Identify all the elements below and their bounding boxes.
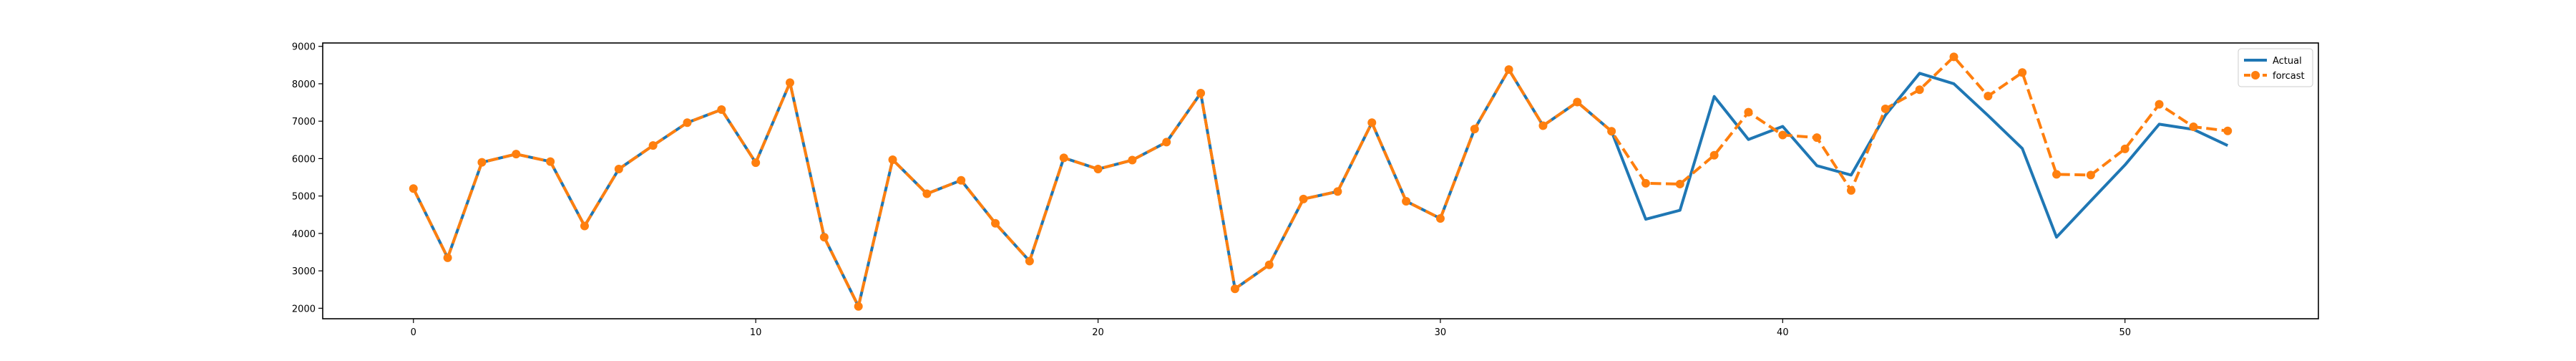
data-point-forcast <box>1847 186 1856 195</box>
x-tick-label: 30 <box>1435 327 1447 338</box>
legend-label-forcast: forcast <box>2273 71 2305 82</box>
data-point-forcast <box>546 157 555 166</box>
x-tick-label: 10 <box>750 327 762 338</box>
data-point-forcast <box>1573 97 1582 107</box>
data-point-forcast <box>1402 196 1411 206</box>
y-tick-label: 6000 <box>292 154 316 165</box>
data-point-forcast <box>888 155 897 164</box>
data-point-forcast <box>512 150 521 159</box>
data-point-forcast <box>1093 165 1103 174</box>
data-point-forcast <box>443 253 452 262</box>
data-point-forcast <box>1196 89 1206 97</box>
data-point-forcast <box>1744 107 1753 117</box>
data-point-forcast <box>751 158 761 168</box>
y-tick-label: 3000 <box>292 266 316 277</box>
data-point-forcast <box>2120 144 2129 153</box>
y-axis: 2000 3000 4000 5000 6000 7000 8000 9000 <box>292 42 323 314</box>
data-point-forcast <box>1813 133 1822 143</box>
data-point-forcast <box>1949 52 1958 62</box>
data-point-forcast <box>1128 155 1137 165</box>
data-point-forcast <box>2086 170 2095 180</box>
x-tick-label: 40 <box>1777 327 1789 338</box>
data-point-forcast <box>957 175 966 185</box>
y-tick-label: 9000 <box>292 42 316 53</box>
data-point-forcast <box>854 302 863 311</box>
data-point-forcast <box>2189 122 2198 132</box>
plot-area <box>322 42 2319 319</box>
data-point-forcast <box>1641 178 1650 188</box>
data-point-forcast <box>1538 121 1548 130</box>
x-tick-label: 0 <box>411 327 416 338</box>
y-tick-label: 2000 <box>292 304 316 314</box>
series-line-forcast <box>411 55 2228 308</box>
data-point-forcast <box>580 221 589 231</box>
x-tick-label: 50 <box>2119 327 2131 338</box>
data-point-forcast <box>614 165 623 174</box>
data-point-forcast <box>683 118 692 127</box>
data-point-forcast <box>2223 126 2233 135</box>
data-point-forcast <box>1299 194 1308 203</box>
data-point-forcast <box>1915 85 1924 95</box>
legend-label-actual: Actual <box>2273 56 2302 67</box>
data-point-forcast <box>2155 100 2164 109</box>
data-point-forcast <box>1504 65 1513 74</box>
data-point-forcast <box>1675 179 1684 188</box>
x-tick-label: 20 <box>1092 327 1104 338</box>
data-point-forcast <box>1162 138 1171 147</box>
y-tick-label: 7000 <box>292 117 316 127</box>
data-point-forcast <box>1470 125 1479 134</box>
data-point-forcast <box>922 189 932 198</box>
data-point-forcast <box>409 184 418 193</box>
x-axis: 0 10 20 30 40 50 <box>411 319 2131 338</box>
y-tick-label: 4000 <box>292 229 316 240</box>
series-layer <box>409 52 2233 311</box>
data-point-forcast <box>1435 214 1445 223</box>
data-point-forcast <box>991 218 1000 228</box>
data-point-forcast <box>1367 118 1377 127</box>
y-tick-label: 5000 <box>292 192 316 203</box>
data-point-forcast <box>1778 130 1787 140</box>
data-point-forcast <box>1230 284 1239 294</box>
legend: Actual forcast <box>2238 48 2313 87</box>
data-point-forcast <box>2052 170 2062 179</box>
data-point-forcast <box>785 78 794 87</box>
data-point-forcast <box>1607 127 1616 136</box>
series-line-actual <box>411 68 2229 308</box>
legend-marker-forcast <box>2251 71 2260 80</box>
data-point-forcast <box>1333 187 1342 196</box>
data-point-forcast <box>1025 256 1034 266</box>
data-point-forcast <box>1984 92 1993 101</box>
data-point-forcast <box>717 105 726 114</box>
data-point-forcast <box>648 141 658 150</box>
y-tick-label: 8000 <box>292 80 316 90</box>
data-point-forcast <box>1059 153 1068 163</box>
data-point-forcast <box>2018 68 2027 77</box>
data-point-forcast <box>477 158 487 167</box>
data-point-forcast <box>1264 260 1274 269</box>
data-point-forcast <box>1880 104 1890 113</box>
data-point-forcast <box>819 233 829 242</box>
data-point-forcast <box>1709 150 1719 160</box>
